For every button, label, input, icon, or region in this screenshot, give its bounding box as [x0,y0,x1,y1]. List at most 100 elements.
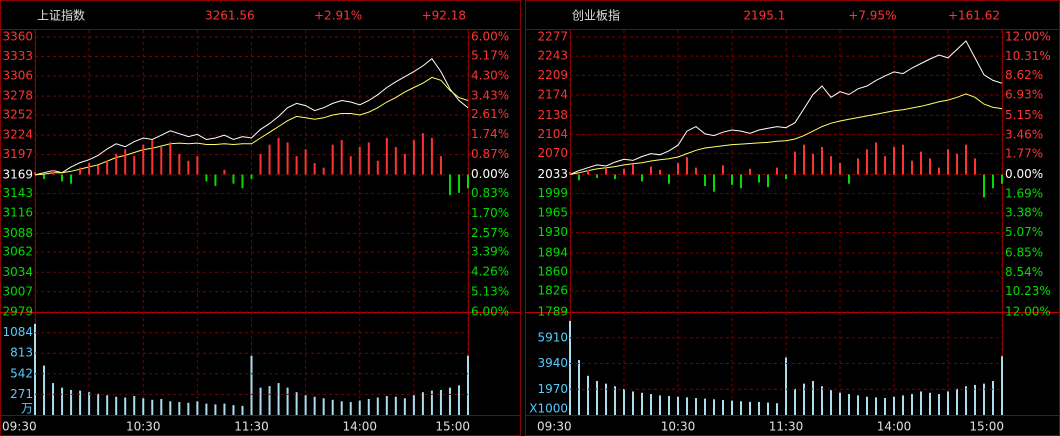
volume-bar [467,355,469,415]
y2-tick-label: 4.30% [471,68,509,82]
volume-bar [169,401,172,415]
breadth-bar [758,174,760,183]
breadth-bar [875,142,877,175]
volume-bar [713,399,715,415]
x-tick-label: 09:30 [537,420,572,434]
breadth-bar [974,158,976,175]
volume-bar [196,401,199,415]
volume-bar [722,399,724,415]
breadth-bar [803,144,805,175]
breadth-bar [277,137,280,175]
breadth-bar [70,174,73,184]
price-line [569,40,1003,175]
breadth-bar [677,163,679,175]
y-tick-label: 3333 [2,49,33,63]
volume-bar [259,387,262,415]
volume-bar [97,393,100,415]
index-title: 上证指数 [37,8,85,23]
index-change: +161.62 [948,9,1000,23]
y2-tick-label: 2.61% [471,107,509,121]
volume-bar [812,381,814,415]
volume-bar [974,384,976,415]
volume-bar [830,390,832,415]
y-tick-label: 3062 [2,245,33,259]
x-tick-label: 11:30 [234,420,269,434]
x-tick-label: 09:30 [2,420,37,434]
volume-bar [448,387,451,415]
index-change: +92.18 [422,9,466,23]
volume-bar [313,396,316,415]
breadth-bar [641,174,643,182]
y-tick-label: 1789 [537,305,568,319]
breadth-bar [79,167,82,175]
volume-bar [740,401,742,415]
volume-bar [439,389,442,415]
volume-bar [785,357,787,415]
breadth-bar [956,153,958,175]
breadth-bar [241,174,244,189]
volume-bar [983,383,985,415]
y-tick-label: 1999 [537,186,568,200]
volume-bar [61,387,64,415]
breadth-bar [569,172,571,175]
volume-bar [839,392,841,415]
volume-bar [920,391,922,415]
volume-bar [241,405,244,415]
breadth-bar [785,174,787,180]
breadth-bar [187,160,190,175]
volume-bar [358,400,361,415]
volume-bar [677,396,679,415]
volume-bar [659,395,661,415]
breadth-bar [151,140,154,175]
volume-bar [286,387,289,415]
y-tick-label: 2104 [537,127,568,141]
breadth-bar [695,167,697,175]
volume-bar [794,388,796,415]
breadth-bar [394,147,397,175]
volume-bar [911,394,913,415]
breadth-bar [920,151,922,175]
volume-bar [758,401,760,415]
index-change-percent: +7.95% [848,9,896,23]
volume-bar [821,386,823,415]
y-tick-label: 2979 [2,305,33,319]
volume-bar [232,405,235,415]
volume-bar [929,392,931,415]
breadth-bar [794,151,796,175]
breadth-bar [97,165,100,175]
breadth-bar [457,174,460,193]
y2-tick-label: 8.62% [1005,68,1043,82]
breadth-bar [776,167,778,175]
breadth-bar [205,174,208,182]
volume-tick-label: 3940 [537,356,568,370]
volume-bar [421,392,424,415]
volume-bar [34,323,36,415]
breadth-bar [88,163,91,175]
y-tick-label: 3007 [2,284,33,298]
y2-tick-label: 10.23% [1005,284,1051,298]
breadth-bar [214,174,217,186]
breadth-bar [421,133,424,175]
volume-bar [776,403,778,415]
y-tick-label: 2277 [537,30,568,44]
breadth-bar [749,168,751,175]
volume-bar [304,395,307,415]
breadth-bar [704,174,706,186]
breadth-bar [1001,174,1003,184]
volume-bar [767,402,769,415]
volume-tick-label: 1084 [2,325,33,339]
x-tick-label: 14:00 [877,420,912,434]
breadth-bar [812,153,814,175]
volume-bar [803,383,805,415]
breadth-bar [605,167,607,175]
breadth-bar [250,174,253,180]
volume-unit: 万 [21,402,33,416]
y2-tick-label: 2.57% [471,226,509,240]
breadth-bar [659,169,661,175]
breadth-bar [331,144,334,175]
y2-tick-label: 3.38% [1005,206,1043,220]
volume-bar [992,381,994,415]
volume-bar [106,395,109,415]
y2-tick-label: 3.43% [471,88,509,102]
